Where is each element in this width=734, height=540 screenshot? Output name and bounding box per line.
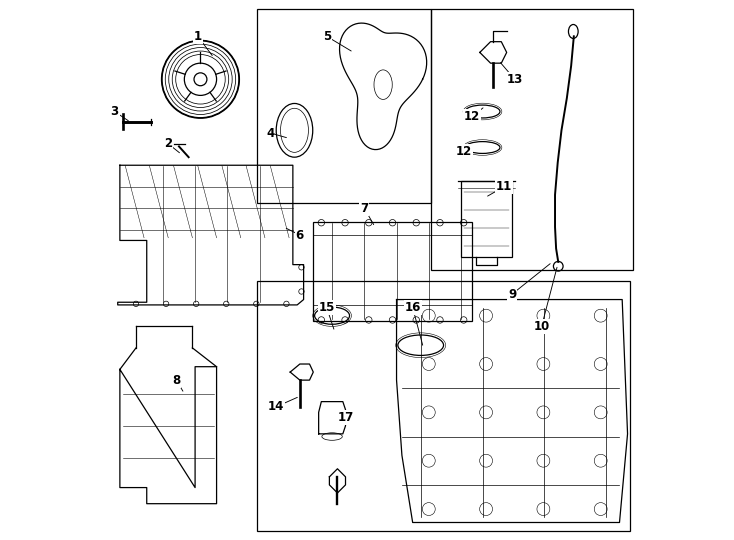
Text: 15: 15: [319, 301, 335, 314]
Text: 12: 12: [464, 110, 480, 124]
Text: 8: 8: [172, 374, 181, 387]
Text: 16: 16: [404, 301, 421, 314]
Text: 5: 5: [322, 30, 331, 43]
Bar: [257, 281, 631, 531]
Text: 3: 3: [110, 105, 119, 118]
Text: 11: 11: [496, 180, 512, 193]
Text: 7: 7: [360, 202, 368, 215]
Text: 10: 10: [534, 320, 550, 333]
Text: 1: 1: [194, 30, 202, 43]
Bar: [461, 181, 512, 256]
Text: 6: 6: [296, 228, 304, 241]
Text: 12: 12: [456, 145, 472, 158]
Text: 17: 17: [338, 411, 354, 424]
Bar: [432, 9, 633, 270]
Text: 14: 14: [267, 401, 284, 414]
Text: 9: 9: [508, 288, 516, 301]
Text: 4: 4: [266, 126, 275, 139]
Bar: [257, 9, 432, 203]
Text: 13: 13: [506, 73, 523, 86]
Bar: [313, 221, 472, 321]
Text: 2: 2: [164, 137, 172, 150]
